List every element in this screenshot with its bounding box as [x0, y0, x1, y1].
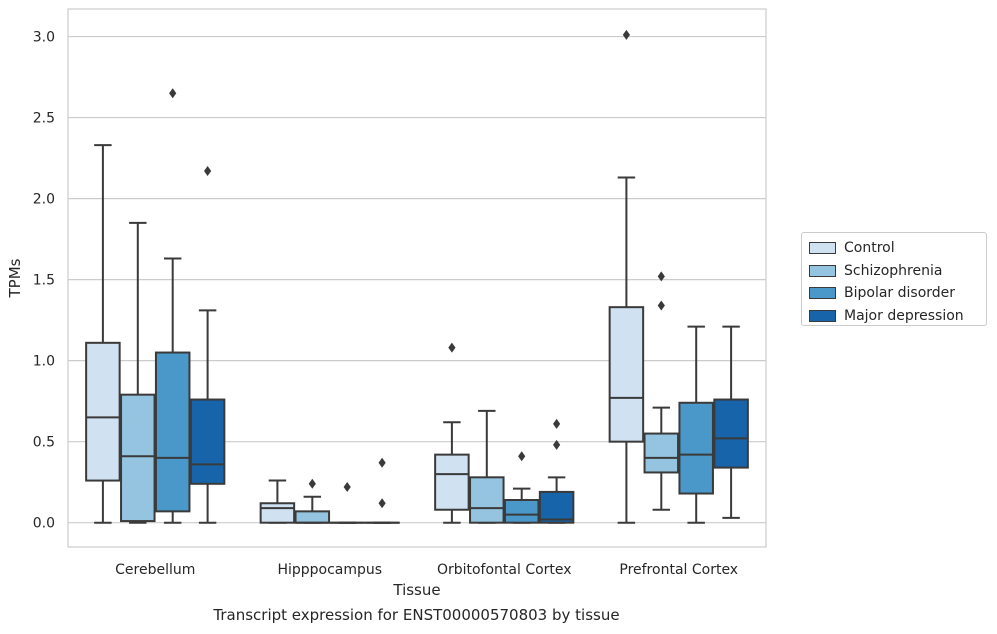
- y-tick-label: 1.5: [33, 273, 55, 289]
- y-tick-label: 2.0: [33, 192, 55, 208]
- y-axis-ticks: 0.0 0.5 1.0 1.5 2.0 2.5 3.0: [33, 30, 55, 532]
- y-tick-label: 0.5: [33, 435, 55, 451]
- series-schizophrenia: [120, 221, 680, 524]
- outlier-point: [622, 29, 630, 40]
- outlier-point: [169, 88, 177, 99]
- series-major-depression: [189, 166, 749, 524]
- legend-label: Major depression: [844, 307, 964, 324]
- outlier-point: [553, 418, 561, 429]
- legend-swatch: [809, 242, 836, 255]
- box: [294, 510, 331, 524]
- legend-item: Schizophrenia: [809, 260, 986, 283]
- series-bipolar-disorder: [154, 88, 714, 524]
- legend-item: Bipolar disorder: [809, 282, 986, 305]
- chart-caption: Transcript expression for ENST0000057080…: [213, 606, 620, 624]
- x-tick-label: Cerebellum: [115, 562, 195, 578]
- legend-label: Schizophrenia: [844, 262, 943, 279]
- legend-item: Control: [809, 237, 986, 260]
- legend: Control Schizophrenia Bipolar disorder Majo…: [801, 232, 987, 326]
- y-tick-label: 3.0: [33, 30, 55, 46]
- outlier-point: [448, 342, 456, 353]
- box: [503, 499, 540, 524]
- y-tick-label: 0.0: [33, 516, 55, 532]
- x-axis-label: Tissue: [392, 581, 440, 599]
- box: [120, 393, 156, 523]
- y-tick-label: 1.0: [33, 354, 55, 370]
- outlier-point: [343, 482, 351, 493]
- outlier-point: [657, 271, 665, 282]
- x-tick-label: Prefrontal Cortex: [619, 562, 738, 578]
- series-control: [85, 29, 645, 524]
- outlier-point: [204, 166, 212, 177]
- box: [608, 306, 645, 443]
- box: [538, 490, 575, 524]
- outlier-point: [518, 451, 526, 462]
- y-tick-label: 2.5: [33, 111, 55, 127]
- outlier-point: [308, 478, 316, 489]
- legend-label: Control: [844, 240, 895, 257]
- box: [189, 398, 226, 485]
- box: [713, 398, 749, 469]
- outlier-point: [378, 498, 386, 509]
- box: [85, 341, 121, 482]
- legend-label: Bipolar disorder: [844, 285, 956, 302]
- y-axis-label: TPMs: [6, 258, 24, 298]
- plot-frame: [67, 8, 767, 548]
- box: [259, 502, 296, 524]
- legend-swatch: [809, 264, 836, 277]
- box: [643, 432, 680, 474]
- box: [154, 351, 191, 513]
- x-tick-label: Orbitofontal Cortex: [437, 562, 572, 578]
- box: [678, 401, 714, 495]
- box-series: [85, 29, 749, 524]
- legend-swatch: [809, 309, 836, 322]
- box: [434, 453, 470, 511]
- x-axis-ticks: Cerebellum Hipppocampus Orbitofontal Corte…: [115, 562, 738, 578]
- outlier-point: [553, 439, 561, 450]
- outlier-point: [378, 457, 386, 468]
- box: [469, 476, 505, 524]
- x-tick-label: Hipppocampus: [277, 562, 382, 578]
- outlier-point: [657, 300, 665, 311]
- legend-swatch: [809, 287, 836, 300]
- legend-item: Major depression: [809, 305, 986, 328]
